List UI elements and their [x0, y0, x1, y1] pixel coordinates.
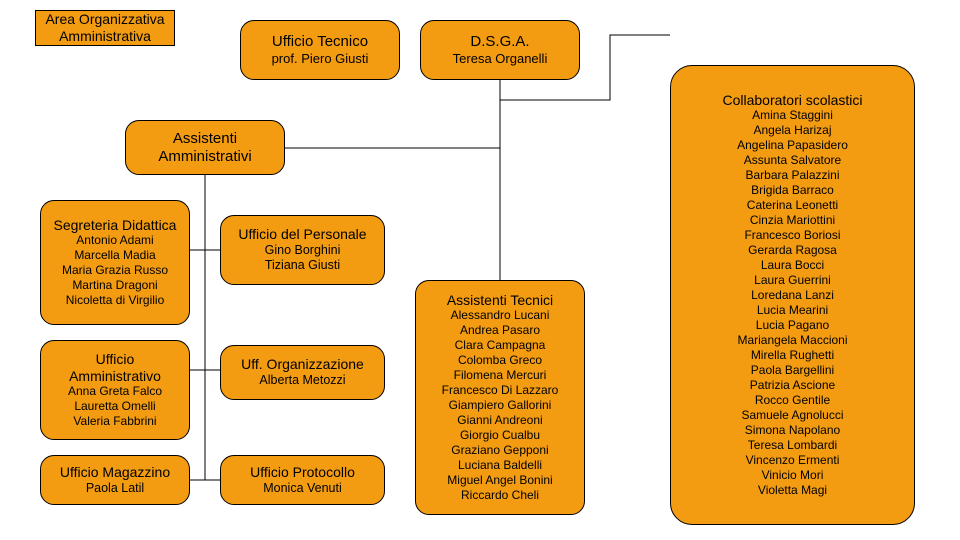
node-dsga: D.S.G.A.Teresa Organelli — [420, 20, 580, 80]
person-name: Paola Bargellini — [751, 363, 834, 378]
node-title: Collaboratori scolastici — [722, 92, 862, 109]
person-name: Monica Venuti — [263, 481, 342, 497]
person-name: Riccardo Cheli — [461, 488, 539, 503]
person-name: Angela Harizaj — [753, 123, 831, 138]
person-name: Mariangela Maccioni — [737, 333, 847, 348]
person-name: Giampiero Gallorini — [449, 398, 552, 413]
person-name: Francesco Di Lazzaro — [442, 383, 559, 398]
person-name: Laura Bocci — [761, 258, 824, 273]
node-title: Uff. Organizzazione — [241, 356, 364, 373]
person-name: Nicoletta di Virgilio — [66, 293, 165, 308]
node-title: Ufficio Protocollo — [250, 464, 355, 481]
node-ufpers: Ufficio del PersonaleGino BorghiniTizian… — [220, 215, 385, 285]
person-name: Angelina Papasidero — [737, 138, 848, 153]
person-name: Brigida Barraco — [751, 183, 834, 198]
node-title: Assistenti Tecnici — [447, 292, 553, 309]
person-name: Lucia Mearini — [757, 303, 828, 318]
person-name: Giorgio Cualbu — [460, 428, 540, 443]
person-name: Vinicio Mori — [762, 468, 824, 483]
node-asstec: Assistenti TecniciAlessandro LucaniAndre… — [415, 280, 585, 515]
person-name: Anna Greta Falco — [68, 384, 162, 399]
person-name: Alberta Metozzi — [259, 373, 345, 389]
person-name: Laura Guerrini — [754, 273, 831, 288]
person-name: Amina Staggini — [752, 108, 833, 123]
person-name: Marcella Madia — [74, 248, 155, 263]
person-name: Teresa Organelli — [453, 51, 548, 67]
person-name: Simona Napolano — [745, 423, 840, 438]
person-name: Patrizia Ascione — [750, 378, 835, 393]
person-name: Tiziana Giusti — [265, 258, 340, 274]
person-name: Clara Campagna — [455, 338, 546, 353]
person-name: Cinzia Mariottini — [750, 213, 835, 228]
legend-label: Area Organizzativa Amministrativa — [44, 11, 166, 45]
node-title: D.S.G.A. — [470, 33, 529, 51]
person-name: Antonio Adami — [76, 233, 153, 248]
person-name: Lauretta Omelli — [74, 399, 155, 414]
node-uffmag: Ufficio MagazzinoPaola Latil — [40, 455, 190, 505]
person-name: Luciana Baldelli — [458, 458, 542, 473]
node-ufforg: Uff. OrganizzazioneAlberta Metozzi — [220, 345, 385, 400]
person-name: Caterina Leonetti — [747, 198, 838, 213]
person-name: Andrea Pasaro — [460, 323, 540, 338]
node-tec: Ufficio Tecnicoprof. Piero Giusti — [240, 20, 400, 80]
person-name: Gianni Andreoni — [457, 413, 542, 428]
person-name: Gerarda Ragosa — [748, 243, 837, 258]
legend-tag: Area Organizzativa Amministrativa — [35, 10, 175, 46]
node-uffamm: Ufficio AmministrativoAnna Greta FalcoLa… — [40, 340, 190, 440]
node-title: Ufficio Tecnico — [272, 33, 368, 51]
person-name: Miguel Angel Bonini — [447, 473, 552, 488]
person-name: Graziano Gepponi — [451, 443, 548, 458]
person-name: Filomena Mercuri — [454, 368, 547, 383]
node-title: Ufficio Amministrativo — [50, 351, 180, 385]
person-name: Francesco Boriosi — [744, 228, 840, 243]
node-title: Ufficio del Personale — [238, 226, 366, 243]
person-name: Assunta Salvatore — [744, 153, 841, 168]
node-collab: Collaboratori scolasticiAmina StagginiAn… — [670, 65, 915, 525]
person-name: Samuele Agnolucci — [741, 408, 843, 423]
person-name: Loredana Lanzi — [751, 288, 834, 303]
person-name: Lucia Pagano — [756, 318, 829, 333]
person-name: Valeria Fabbrini — [73, 414, 156, 429]
person-name: Teresa Lombardi — [748, 438, 837, 453]
person-name: prof. Piero Giusti — [272, 51, 369, 67]
node-assamm: Assistenti Amministrativi — [125, 120, 285, 175]
node-title: Segreteria Didattica — [54, 217, 177, 234]
node-segdid: Segreteria DidatticaAntonio AdamiMarcell… — [40, 200, 190, 325]
person-name: Vincenzo Ermenti — [746, 453, 840, 468]
person-name: Rocco Gentile — [755, 393, 830, 408]
person-name: Colomba Greco — [458, 353, 542, 368]
person-name: Paola Latil — [86, 481, 144, 497]
person-name: Martina Dragoni — [72, 278, 157, 293]
person-name: Alessandro Lucani — [451, 308, 550, 323]
node-title: Ufficio Magazzino — [60, 464, 170, 481]
person-name: Gino Borghini — [265, 243, 341, 259]
person-name: Violetta Magi — [758, 483, 827, 498]
person-name: Barbara Palazzini — [745, 168, 839, 183]
node-title: Assistenti Amministrativi — [135, 130, 275, 166]
person-name: Mirella Rughetti — [751, 348, 834, 363]
node-uffprot: Ufficio ProtocolloMonica Venuti — [220, 455, 385, 505]
person-name: Maria Grazia Russo — [62, 263, 168, 278]
